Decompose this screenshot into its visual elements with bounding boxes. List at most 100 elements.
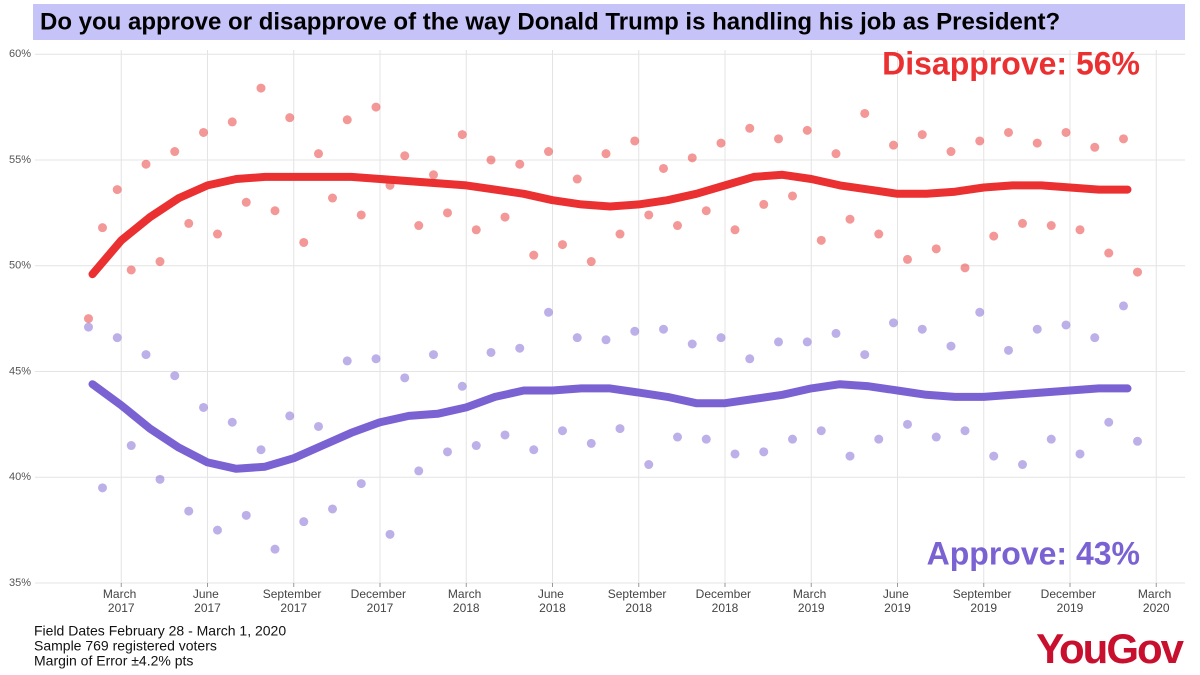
dot [774,134,783,144]
dot [256,83,266,93]
dot [299,237,309,247]
dot [845,451,855,461]
dot [126,441,136,451]
dot [874,434,884,444]
note: Field Dates February 28 - March 1, 2020 [34,623,286,639]
dot [558,426,567,436]
dot [199,402,208,412]
dot [1018,460,1027,470]
dot [1133,436,1142,446]
x-tick-label: March 2017 [103,587,140,615]
dot [975,136,985,146]
dot [730,225,740,235]
dot [98,223,107,233]
dot [572,333,582,343]
dot [328,193,337,203]
dot [112,185,122,195]
dot [515,343,525,353]
dot [429,170,438,180]
x-tick-label: March 2020 [1138,587,1175,615]
plot-area: 35% 40% 45% 50% 55% 60% March 2017 June 2017 Sep… [9,48,1185,615]
dot [630,326,640,336]
dot [673,432,682,442]
dot [860,350,870,360]
dot [227,417,237,427]
dot [716,333,726,343]
dot [184,218,194,228]
dot [500,212,510,222]
dot [529,250,539,260]
dot [989,451,999,461]
dot [285,411,295,421]
dot [1090,333,1100,343]
dot [1032,138,1042,148]
dot [860,108,870,118]
dot [314,421,323,431]
x-tick-label: December 2018 [696,587,755,615]
dot [687,339,697,349]
y-tick-label: 45% [9,365,31,377]
dot [342,356,352,366]
dot [126,265,136,275]
dot [443,208,452,218]
dot [84,322,93,332]
x-tick-label: June 2017 [193,587,222,615]
dot [1004,345,1013,355]
dot [586,257,596,267]
dot [414,466,424,476]
y-tick-label: 35% [9,577,31,589]
y-tick-label: 55% [9,154,31,166]
dot [644,460,654,470]
dot [659,324,668,334]
dot [615,229,625,239]
dot [874,229,884,239]
dot [931,244,941,254]
dot [831,149,841,159]
logo: YouGov [1036,625,1185,672]
x-tick-label: September 2018 [608,587,670,615]
annotation: Approve: 43% [927,535,1140,571]
dot [730,449,740,459]
plot-background [35,50,1185,583]
dot [917,130,927,140]
dot [1018,218,1027,228]
dot [486,155,496,165]
dot [889,318,898,328]
dot [774,337,783,347]
dot [816,235,826,245]
dot [299,517,309,527]
dot [1075,225,1085,235]
dot [515,159,525,169]
dot [112,333,122,343]
dot [213,229,222,239]
dot [544,147,553,157]
dot [314,149,323,159]
dot [84,314,93,324]
dot [1133,267,1142,277]
dot [270,544,280,554]
dot [356,479,366,489]
dot [1090,142,1100,152]
dot [199,127,208,137]
dot [960,263,970,273]
dot [759,199,769,209]
dot [486,347,496,357]
dot [572,174,582,184]
dot [1004,127,1013,137]
dot [788,434,797,444]
title-band [33,4,1185,40]
note: Margin of Error ±4.2% pts [34,653,193,669]
trend-line [88,380,1132,473]
annotation: Disapprove: 56% [882,45,1140,81]
dot [170,371,180,381]
dot [400,151,410,161]
dot [745,354,755,364]
dot [1046,434,1056,444]
dot [356,210,366,220]
dot [500,430,510,440]
dot [227,117,237,127]
dot [615,424,625,434]
dot [1119,134,1128,144]
